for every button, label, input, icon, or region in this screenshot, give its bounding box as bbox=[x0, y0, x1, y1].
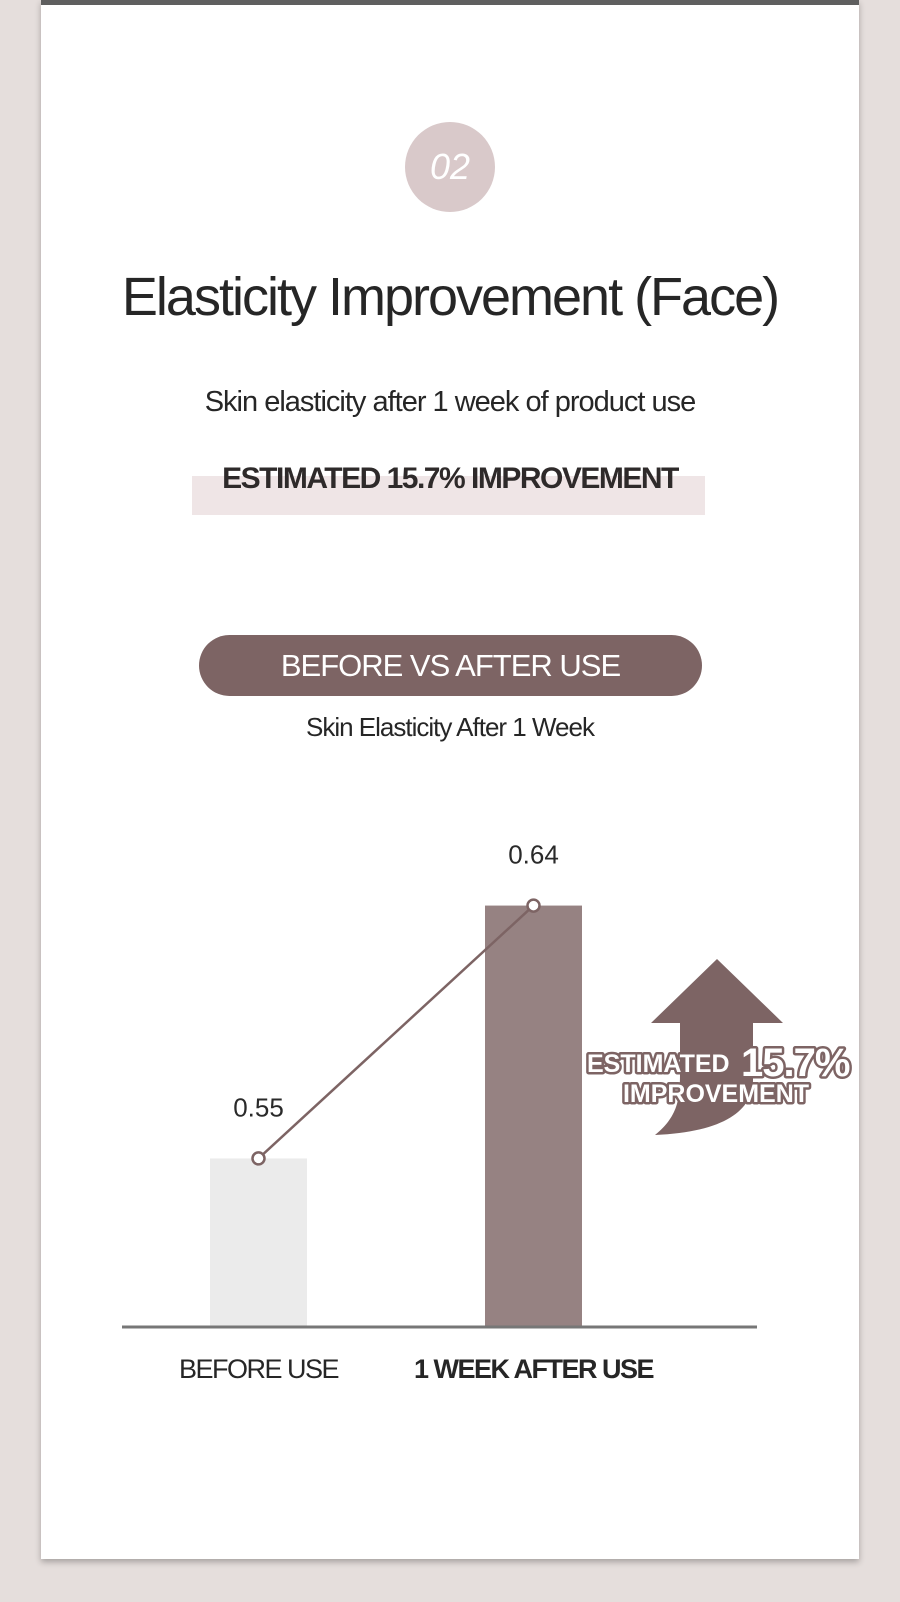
highlight-background bbox=[192, 476, 705, 515]
before-vs-after-pill: BEFORE VS AFTER USE bbox=[199, 635, 702, 696]
value-label: 0.64 bbox=[508, 840, 559, 870]
line-point bbox=[526, 898, 541, 913]
annotation-prefix: ESTIMATED bbox=[587, 1050, 730, 1078]
page-title: Elasticity Improvement (Face) bbox=[121, 267, 780, 327]
highlight-text: ESTIMATED 15.7% IMPROVEMENT bbox=[222, 462, 679, 495]
annotation-value: 15.7% bbox=[741, 1041, 850, 1085]
trend-line bbox=[257, 904, 535, 1160]
section-number-badge: 02 bbox=[405, 122, 495, 212]
content-card bbox=[41, 0, 859, 1559]
x-tick-label: 1 WEEK AFTER USE bbox=[414, 1354, 654, 1384]
value-label: 0.55 bbox=[233, 1092, 284, 1122]
line-point bbox=[251, 1151, 266, 1166]
x-tick-label: BEFORE USE bbox=[179, 1354, 339, 1384]
subtitle: Skin elasticity after 1 week of product … bbox=[204, 386, 697, 418]
top-bar bbox=[41, 0, 859, 5]
up-arrow-icon bbox=[651, 959, 783, 1135]
annotation-improvement: IMPROVEMENT bbox=[623, 1080, 809, 1108]
bar-1 bbox=[485, 905, 582, 1327]
bar-0 bbox=[210, 1158, 307, 1327]
chart-caption: Skin Elasticity After 1 Week bbox=[306, 712, 595, 742]
